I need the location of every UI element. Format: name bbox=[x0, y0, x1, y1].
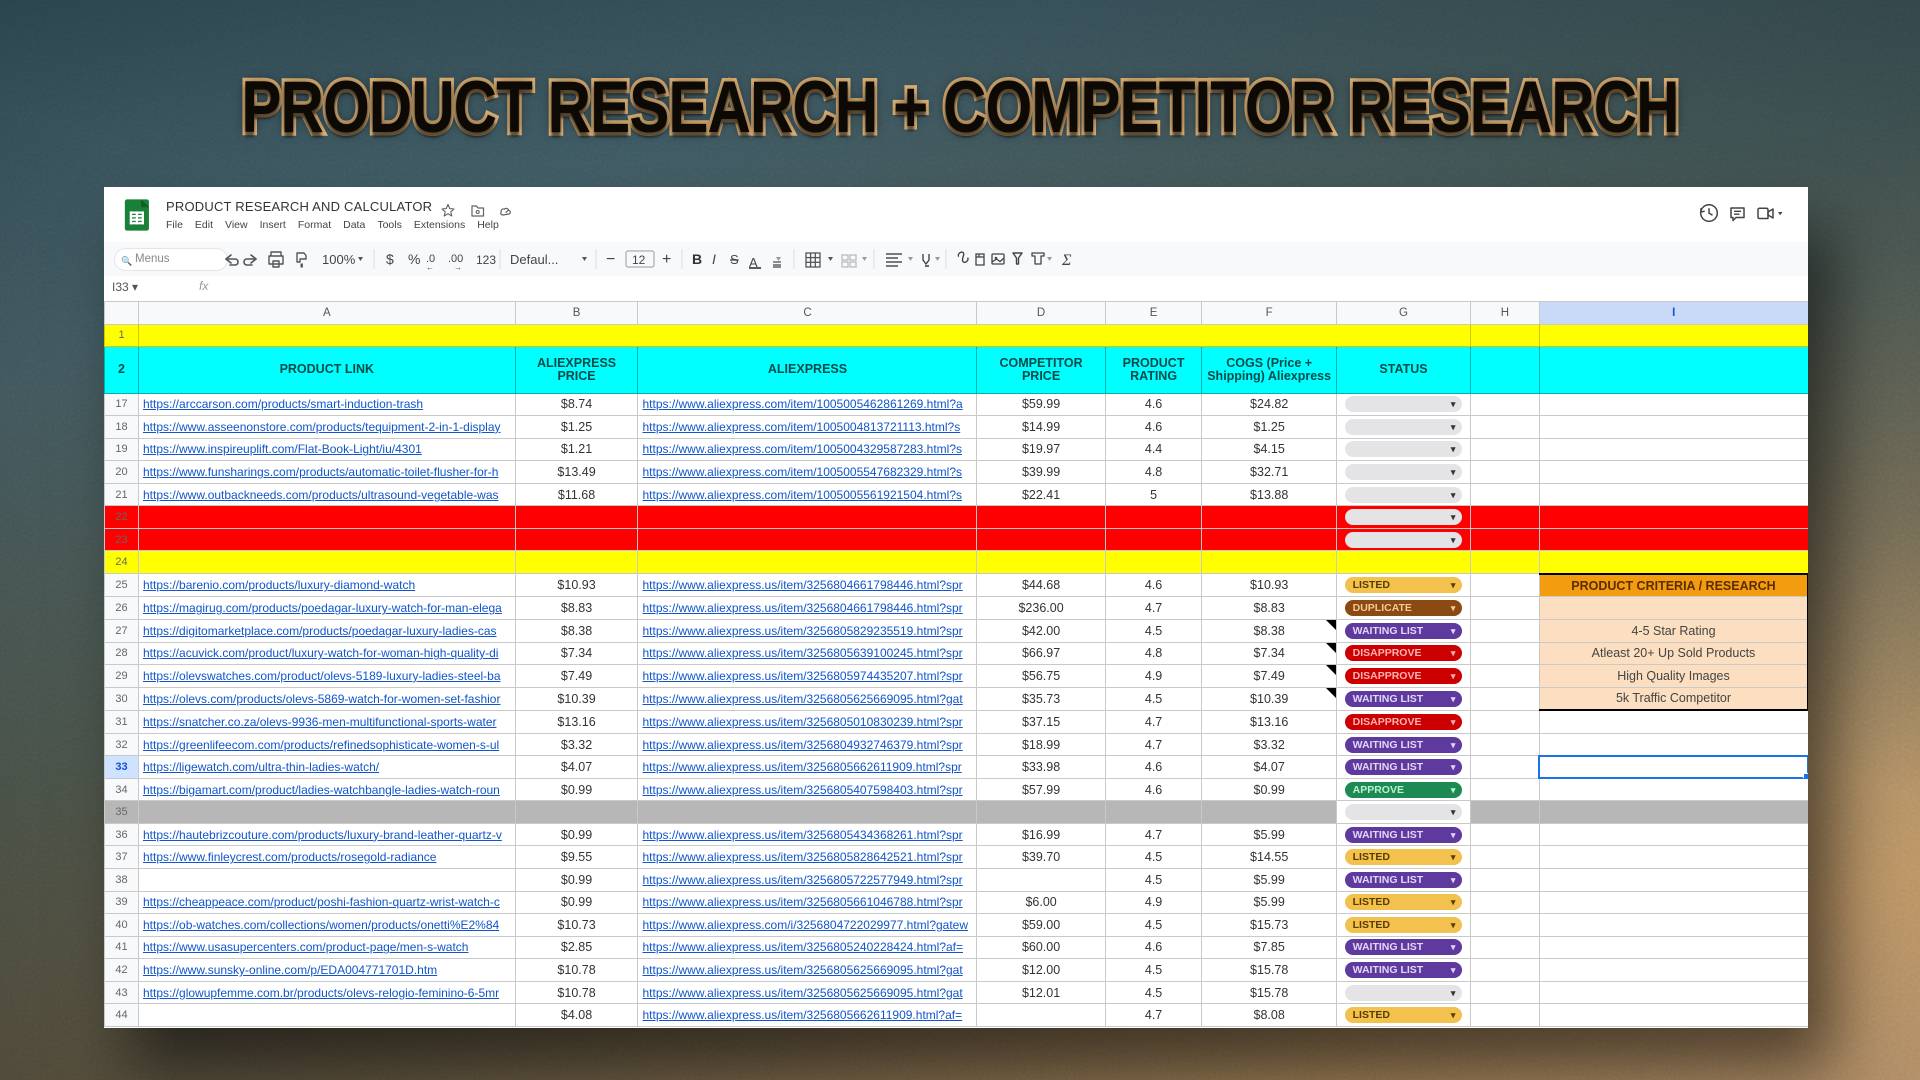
svg-text:→: → bbox=[454, 263, 462, 272]
svg-text:Defaul...: Defaul... bbox=[510, 252, 558, 267]
svg-text:Σ: Σ bbox=[1061, 252, 1072, 269]
svg-text:+: + bbox=[662, 251, 671, 268]
svg-text:%: % bbox=[408, 251, 420, 267]
svg-text:123: 123 bbox=[476, 253, 496, 267]
svg-text:I: I bbox=[712, 251, 716, 267]
svg-text:←: ← bbox=[426, 263, 434, 272]
svg-text:$: $ bbox=[386, 251, 394, 267]
svg-text:100%: 100% bbox=[322, 252, 356, 267]
svg-text:B: B bbox=[692, 251, 702, 267]
svg-text:−: − bbox=[606, 251, 615, 268]
svg-text:12: 12 bbox=[632, 253, 646, 267]
svg-text:S: S bbox=[730, 252, 739, 267]
